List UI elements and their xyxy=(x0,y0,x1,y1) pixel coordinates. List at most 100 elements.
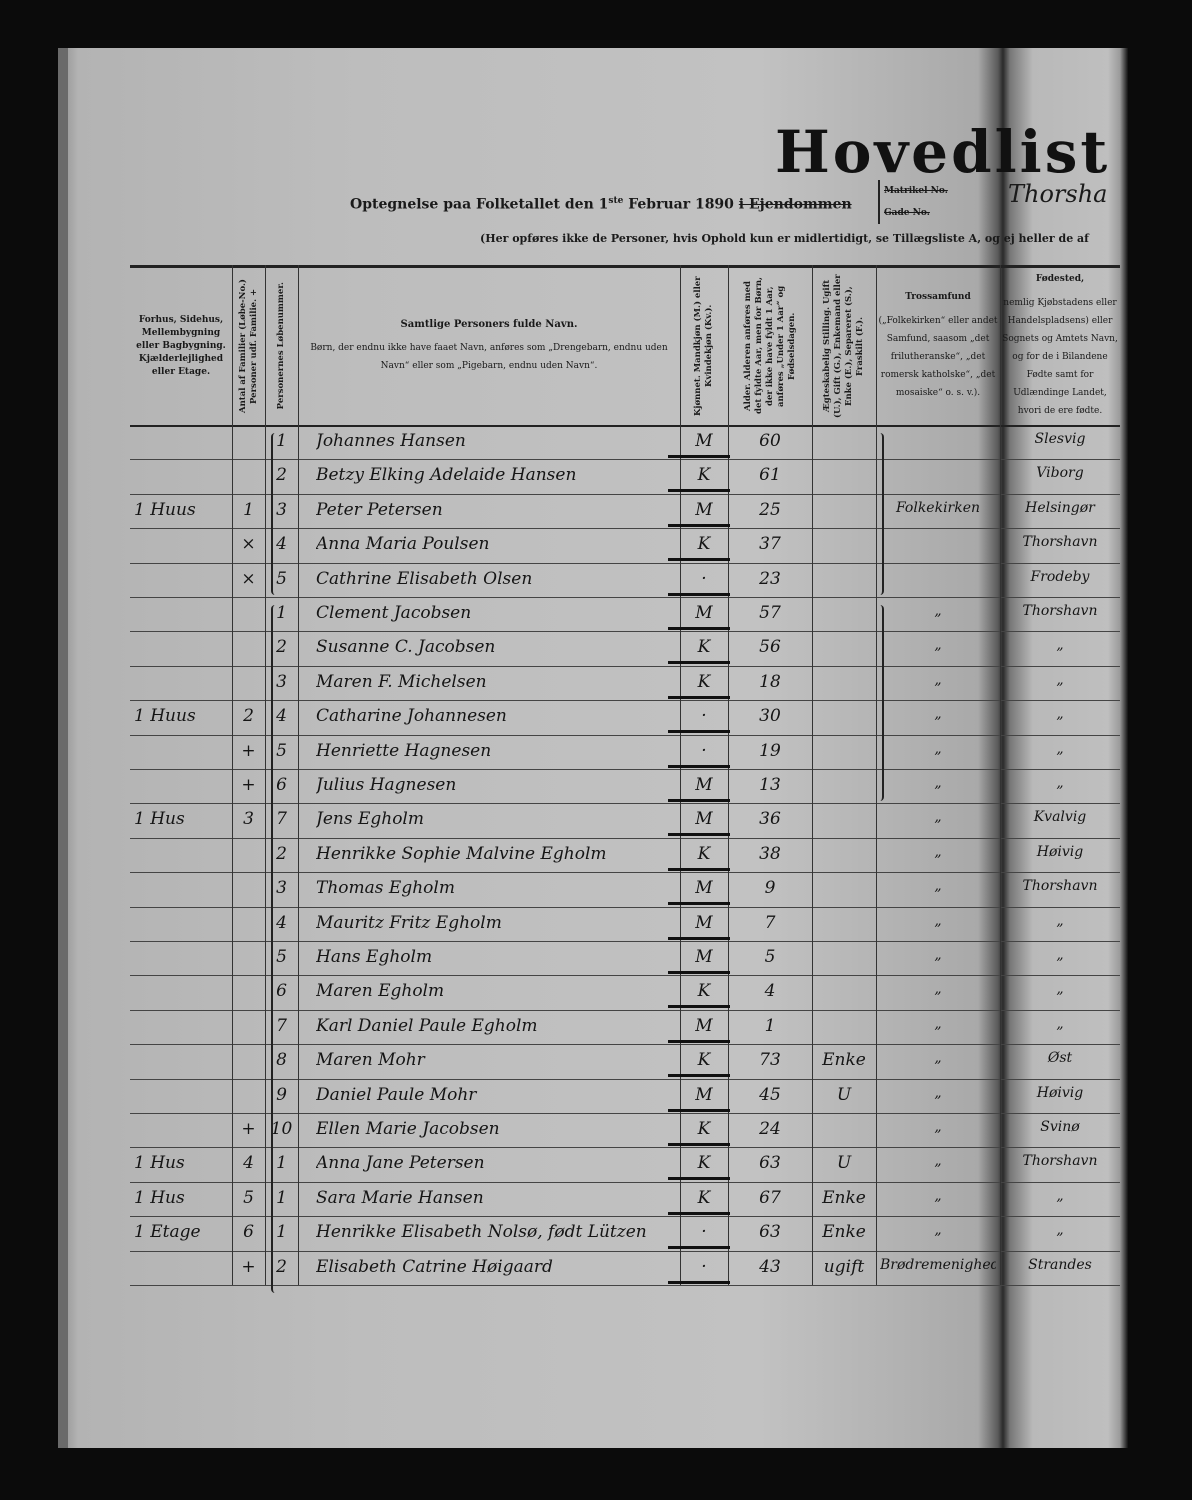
cell-religion: „ xyxy=(934,740,942,757)
cell-religion: „ xyxy=(934,1222,942,1239)
column-header-sublabel: Børn, der endnu ikke have faaet Navn, an… xyxy=(310,342,668,371)
cell-sex: K xyxy=(697,1050,711,1071)
cell-name: Betzy Elking Adelaide Hansen xyxy=(316,465,577,486)
cell-age: 67 xyxy=(759,1187,781,1208)
cell-age: 45 xyxy=(759,1084,781,1105)
cell-marital: Enke xyxy=(822,1222,866,1243)
cell-religion: „ xyxy=(934,843,942,860)
cell-religion: „ xyxy=(934,878,942,895)
cell-number: 5 xyxy=(276,568,287,589)
sex-underline xyxy=(668,730,730,734)
cell-name: Maren Egholm xyxy=(316,981,445,1002)
cell-name: Jens Egholm xyxy=(316,809,424,830)
sex-underline xyxy=(668,455,730,458)
cell-marital: U xyxy=(836,1084,852,1105)
sex-underline xyxy=(668,592,730,596)
header-rule-top xyxy=(130,265,1120,268)
cell-name: Maren F. Michelsen xyxy=(316,671,487,692)
row-rule xyxy=(130,597,1120,598)
cell-birthplace: „ xyxy=(1056,775,1064,791)
cell-sex: · xyxy=(701,1222,707,1243)
cell-birthplace: „ xyxy=(1056,912,1064,929)
cell-birthplace: „ xyxy=(1056,981,1064,998)
cell-marital: Enke xyxy=(822,1050,866,1071)
cell-number: 2 xyxy=(276,1256,287,1277)
census-page xyxy=(58,48,1128,1448)
cell-number: 6 xyxy=(276,775,287,795)
cell-religion: „ xyxy=(934,671,942,688)
cell-religion: „ xyxy=(934,1084,942,1101)
cell-birthplace: Kvalvig xyxy=(1033,809,1087,826)
row-rule xyxy=(130,528,1120,530)
cell-number: 1 xyxy=(276,1222,287,1243)
cell-religion: „ xyxy=(934,981,942,998)
cell-number: 6 xyxy=(276,981,287,1002)
cell-name: Anna Jane Petersen xyxy=(316,1153,485,1174)
row-rule xyxy=(130,1147,1120,1149)
cell-sex: · xyxy=(701,740,707,761)
sex-underline xyxy=(668,764,730,768)
row-rule xyxy=(130,975,1120,977)
column-header-label: Kjønnet. Mandkjøn (M.) eller Kvindekjøn … xyxy=(693,276,714,416)
column-rule xyxy=(298,265,299,1285)
cell-sex: M xyxy=(695,1015,713,1036)
cell-family: 5 xyxy=(243,1187,254,1208)
cell-number: 3 xyxy=(276,671,287,692)
matrikel-label: Matrikel No. xyxy=(884,186,948,196)
sex-underline xyxy=(668,489,730,493)
cell-dwelling: 1 Etage xyxy=(134,1222,201,1243)
cell-number: 2 xyxy=(276,843,287,864)
cell-birthplace: „ xyxy=(1056,671,1064,688)
cell-sex: M xyxy=(695,947,713,967)
cell-family: × xyxy=(241,568,256,589)
cell-age: 57 xyxy=(759,603,781,623)
column-header-age: Alder. Alderen anføres med det fyldte Aa… xyxy=(730,273,810,419)
cell-age: 4 xyxy=(764,981,776,1002)
cell-name: Maren Mohr xyxy=(316,1050,425,1071)
cell-family: 4 xyxy=(243,1153,254,1174)
cell-religion: Brødremenighed xyxy=(880,1256,996,1273)
cell-birthplace: Thorshavn xyxy=(1022,534,1098,551)
cell-sex: K xyxy=(697,534,711,555)
cell-birthplace: „ xyxy=(1056,637,1064,654)
row-rule xyxy=(130,941,1120,942)
address-block: Matrikel No. Gade No. xyxy=(878,180,948,224)
sex-underline xyxy=(668,1143,730,1146)
cell-birthplace: „ xyxy=(1056,1187,1064,1204)
cell-age: 25 xyxy=(759,499,781,520)
cell-sex: M xyxy=(695,1084,713,1105)
cell-name: Johannes Hansen xyxy=(316,431,466,451)
cell-number: 4 xyxy=(276,912,287,933)
cell-number: 8 xyxy=(276,1050,287,1071)
cell-birthplace: Høivig xyxy=(1036,1084,1084,1101)
cell-religion: „ xyxy=(934,1050,942,1067)
cell-age: 5 xyxy=(764,947,776,967)
cell-dwelling: 1 Hus xyxy=(134,1187,185,1208)
cell-birthplace: Slesvig xyxy=(1034,431,1086,447)
cell-religion: „ xyxy=(934,603,942,619)
cell-sex: K xyxy=(697,981,711,1002)
cell-sex: · xyxy=(701,1256,707,1277)
row-rule xyxy=(130,700,1120,702)
page-edge xyxy=(58,48,68,1448)
cell-age: 37 xyxy=(759,534,781,555)
cell-birthplace: „ xyxy=(1056,947,1064,963)
cell-birthplace: Høivig xyxy=(1036,843,1084,860)
sex-underline xyxy=(668,971,730,974)
row-rule xyxy=(130,906,1120,908)
column-header-label: Forhus, Sidehus, Mellembygning eller Bag… xyxy=(136,314,226,377)
cell-religion: „ xyxy=(934,1015,942,1032)
cell-age: 61 xyxy=(759,465,781,486)
sex-underline xyxy=(668,523,730,527)
cell-name: Susanne C. Jacobsen xyxy=(316,637,496,658)
page-title: Hovedlist xyxy=(775,118,1111,186)
cell-birthplace: Øst xyxy=(1047,1050,1073,1067)
cell-age: 30 xyxy=(759,706,781,727)
cell-number: 7 xyxy=(276,1015,287,1036)
cell-number: 2 xyxy=(276,637,287,658)
cell-sex: M xyxy=(695,603,713,623)
sex-underline xyxy=(668,799,730,802)
cell-number: 1 xyxy=(276,603,287,623)
row-rule xyxy=(130,1250,1120,1252)
cell-name: Hans Egholm xyxy=(316,947,433,967)
